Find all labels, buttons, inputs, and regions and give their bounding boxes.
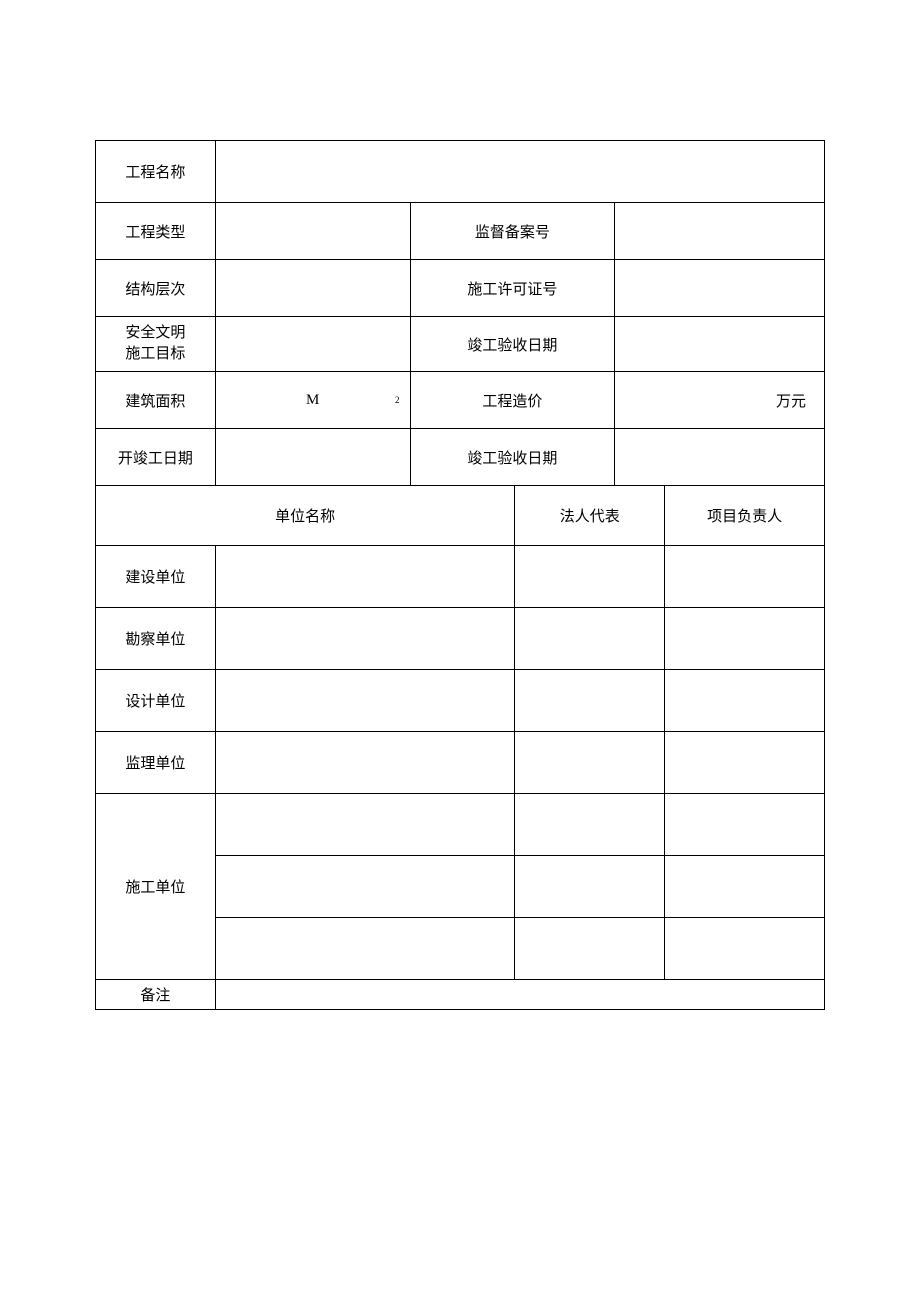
start-end-date-value: [215, 429, 410, 486]
design-unit-leader: [665, 670, 825, 732]
safety-target-label-line1: 安全文明: [125, 325, 185, 341]
row-supervision-unit: 监理单位: [96, 732, 825, 794]
unit-name-header: 单位名称: [96, 486, 515, 546]
row-construction-unit: 建设单位: [96, 546, 825, 608]
safety-target-value: [215, 317, 410, 372]
cost-unit: 万元: [776, 394, 806, 410]
supervision-no-value: [615, 203, 825, 260]
supervision-no-label: 监督备案号: [410, 203, 615, 260]
supervision-unit-name: [215, 732, 515, 794]
row-building-area: 建筑面积 M 2 工程造价 万元: [96, 372, 825, 429]
row-start-end-date: 开竣工日期 竣工验收日期: [96, 429, 825, 486]
project-info-table: 工程名称 工程类型 监督备案号 结构层次 施工许可证号 安全文明 施工目标 竣工…: [95, 140, 825, 1010]
project-name-value: [215, 141, 824, 203]
construction-unit-leader: [665, 546, 825, 608]
safety-target-label: 安全文明 施工目标: [96, 317, 216, 372]
project-name-label: 工程名称: [96, 141, 216, 203]
contractor-unit-label: 施工单位: [96, 794, 216, 980]
construction-permit-label: 施工许可证号: [410, 260, 615, 317]
row-project-name: 工程名称: [96, 141, 825, 203]
contractor-unit-legal-1: [515, 794, 665, 856]
safety-target-label-line2: 施工目标: [125, 346, 185, 362]
row-design-unit: 设计单位: [96, 670, 825, 732]
contractor-unit-name-2: [215, 856, 515, 918]
project-cost-label: 工程造价: [410, 372, 615, 429]
contractor-unit-leader-1: [665, 794, 825, 856]
building-area-label: 建筑面积: [96, 372, 216, 429]
row-remark: 备注: [96, 980, 825, 1010]
remark-value: [215, 980, 824, 1010]
area-unit-sup: 2: [395, 395, 400, 405]
remark-label: 备注: [96, 980, 216, 1010]
design-unit-name: [215, 670, 515, 732]
supervision-unit-label: 监理单位: [96, 732, 216, 794]
completion-date-label: 竣工验收日期: [410, 317, 615, 372]
project-leader-header: 项目负责人: [665, 486, 825, 546]
project-cost-value: 万元: [615, 372, 825, 429]
completion-date-label2: 竣工验收日期: [410, 429, 615, 486]
design-unit-label: 设计单位: [96, 670, 216, 732]
project-type-label: 工程类型: [96, 203, 216, 260]
supervision-unit-leader: [665, 732, 825, 794]
row-project-type: 工程类型 监督备案号: [96, 203, 825, 260]
contractor-unit-leader-2: [665, 856, 825, 918]
construction-unit-label: 建设单位: [96, 546, 216, 608]
area-unit: M: [306, 392, 319, 408]
contractor-unit-name-3: [215, 918, 515, 980]
contractor-unit-legal-3: [515, 918, 665, 980]
construction-unit-name: [215, 546, 515, 608]
survey-unit-leader: [665, 608, 825, 670]
building-area-value: M 2: [215, 372, 410, 429]
survey-unit-legal: [515, 608, 665, 670]
completion-date-value: [615, 317, 825, 372]
row-survey-unit: 勘察单位: [96, 608, 825, 670]
row-units-header: 单位名称 法人代表 项目负责人: [96, 486, 825, 546]
design-unit-legal: [515, 670, 665, 732]
row-safety-target: 安全文明 施工目标 竣工验收日期: [96, 317, 825, 372]
row-structure-level: 结构层次 施工许可证号: [96, 260, 825, 317]
row-contractor-unit-1: 施工单位: [96, 794, 825, 856]
completion-date-value2: [615, 429, 825, 486]
contractor-unit-name-1: [215, 794, 515, 856]
survey-unit-name: [215, 608, 515, 670]
survey-unit-label: 勘察单位: [96, 608, 216, 670]
supervision-unit-legal: [515, 732, 665, 794]
project-type-value: [215, 203, 410, 260]
start-end-date-label: 开竣工日期: [96, 429, 216, 486]
construction-permit-value: [615, 260, 825, 317]
construction-unit-legal: [515, 546, 665, 608]
contractor-unit-leader-3: [665, 918, 825, 980]
legal-rep-header: 法人代表: [515, 486, 665, 546]
contractor-unit-legal-2: [515, 856, 665, 918]
structure-level-value: [215, 260, 410, 317]
structure-level-label: 结构层次: [96, 260, 216, 317]
